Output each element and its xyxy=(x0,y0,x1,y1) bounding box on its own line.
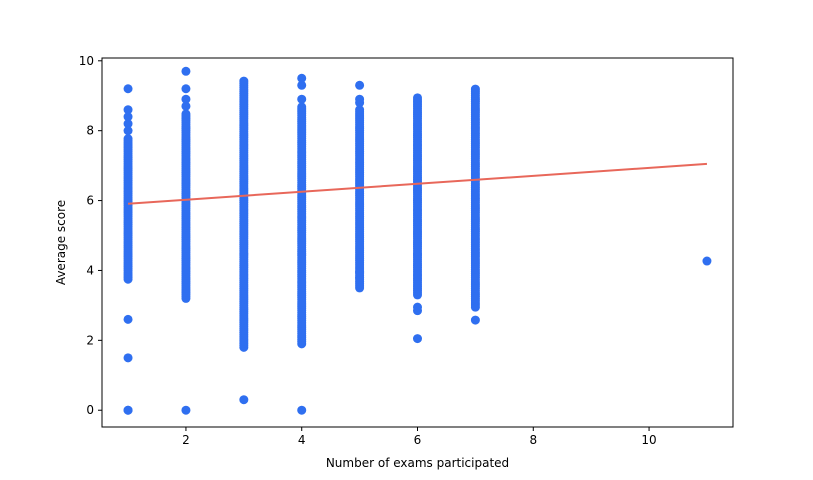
y-tick-label: 8 xyxy=(86,124,94,138)
scatter-point xyxy=(413,93,422,103)
scatter-point xyxy=(123,353,133,363)
y-axis-ticks: 0 2 4 6 8 10 xyxy=(79,54,102,417)
scatter-point xyxy=(123,314,133,324)
scatter-point xyxy=(181,66,191,76)
scatter-point xyxy=(123,84,133,94)
scatter-point xyxy=(181,405,191,415)
scatter-point xyxy=(181,101,191,111)
scatter-point xyxy=(181,84,191,94)
scatter-point xyxy=(413,302,422,312)
scatter-point xyxy=(181,94,191,104)
y-axis-label: Average score xyxy=(54,200,68,285)
trend-line xyxy=(127,162,708,205)
trend-line-group xyxy=(127,162,708,205)
x-axis-ticks: 2 4 6 8 10 xyxy=(182,427,657,447)
y-tick-label: 2 xyxy=(86,333,94,347)
x-tick-label: 4 xyxy=(298,433,306,447)
scatter-point xyxy=(123,126,133,136)
scatter-point xyxy=(123,405,133,415)
scatter-point xyxy=(355,105,365,115)
scatter-point xyxy=(702,256,712,266)
x-tick-label: 6 xyxy=(414,433,422,447)
scatter-point xyxy=(123,119,133,129)
y-tick-label: 0 xyxy=(86,403,94,417)
x-axis-label: Number of exams participated xyxy=(326,456,509,470)
scatter-point xyxy=(470,84,480,94)
scatter-point xyxy=(297,405,307,415)
x-tick-label: 2 xyxy=(182,433,190,447)
data-points xyxy=(123,66,712,415)
scatter-point xyxy=(239,76,249,86)
scatter-point xyxy=(470,315,480,325)
scatter-point xyxy=(297,80,307,90)
scatter-point xyxy=(123,134,133,144)
scatter-point xyxy=(297,102,307,112)
scatter-point xyxy=(355,94,365,104)
y-tick-label: 6 xyxy=(86,194,94,208)
scatter-point xyxy=(297,73,307,83)
scatter-point xyxy=(355,80,365,90)
scatter-point xyxy=(413,334,422,344)
y-tick-label: 10 xyxy=(79,54,94,68)
scatter-point xyxy=(239,395,249,405)
y-tick-label: 4 xyxy=(86,263,94,277)
scatter-point xyxy=(123,105,133,115)
x-tick-label: 10 xyxy=(641,433,656,447)
scatter-point xyxy=(181,109,191,119)
scatter-point xyxy=(355,267,365,277)
x-tick-label: 8 xyxy=(529,433,537,447)
scatter-point xyxy=(123,112,133,122)
scatter-point xyxy=(297,94,307,104)
